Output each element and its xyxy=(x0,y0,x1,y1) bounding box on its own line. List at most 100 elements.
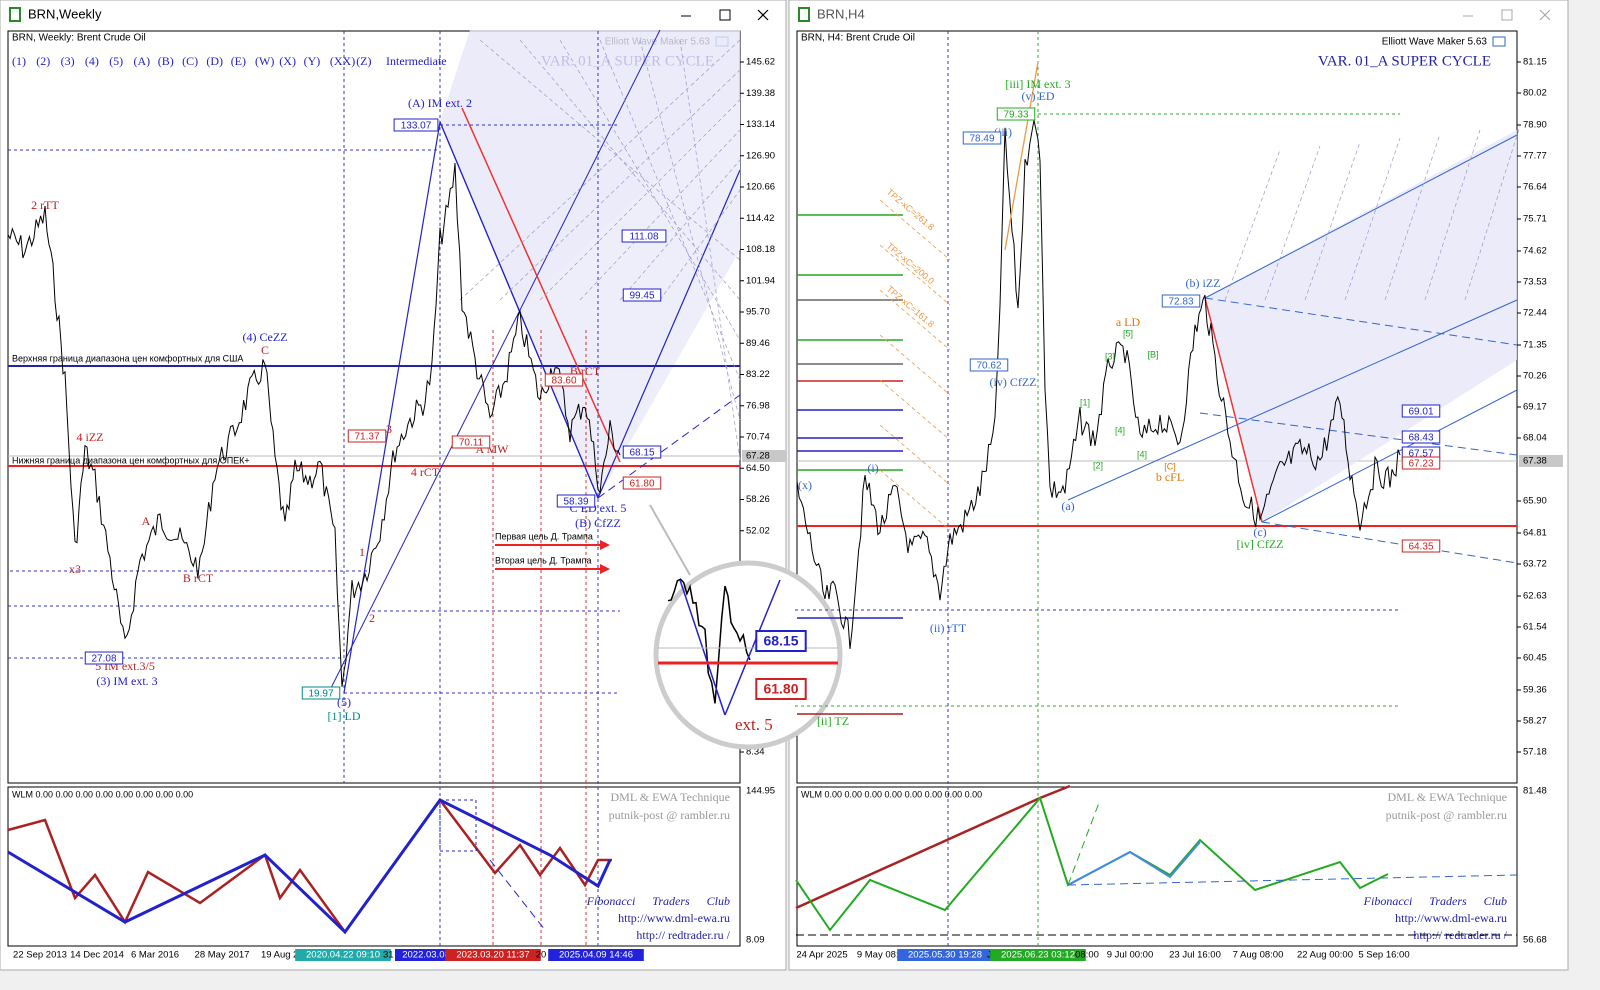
wave-label: (B) CfZZ xyxy=(575,516,621,530)
price-box-label: 27.08 xyxy=(91,654,116,665)
channel-line xyxy=(1199,412,1518,456)
wave-label: [B] xyxy=(1147,349,1158,359)
fib-grid xyxy=(579,129,741,301)
channel-line xyxy=(1261,389,1518,523)
price-box xyxy=(622,476,662,490)
impulse-line xyxy=(1004,61,1039,251)
wave-button[interactable]: (X) xyxy=(279,54,296,68)
price-axis-label: 78.90 xyxy=(1523,120,1547,131)
wave-label: [3] xyxy=(1105,351,1115,361)
price-box-label: 78.49 xyxy=(969,134,994,145)
wave-label: 4 iZZ xyxy=(77,430,104,444)
sub-trend xyxy=(489,859,546,931)
price-axis-label: 58.26 xyxy=(746,494,770,505)
date-highlight xyxy=(295,949,391,961)
fib-grid xyxy=(619,159,741,301)
credit-text: putnik-post @ rambler.ru xyxy=(609,808,730,822)
tpz-line xyxy=(879,424,951,486)
price-box-label: 111.08 xyxy=(629,232,659,243)
wave-button[interactable]: (Y) xyxy=(304,54,321,68)
wave-label: [4] xyxy=(1115,425,1125,435)
wave-button[interactable]: (A) xyxy=(134,54,151,68)
wave-label: Нижняя граница диапазона цен комфортных … xyxy=(12,455,250,465)
date-highlight xyxy=(990,949,1086,961)
wave-button[interactable]: (C) xyxy=(182,54,198,68)
price-box-label: 68.15 xyxy=(629,448,654,459)
price-box xyxy=(544,373,584,387)
price-box-label: 67.57 xyxy=(1408,449,1433,460)
price-axis-label: 70.74 xyxy=(746,432,770,443)
price-box xyxy=(962,131,1002,145)
maximize-button[interactable] xyxy=(1501,9,1513,21)
wave-button[interactable]: (5) xyxy=(109,54,123,68)
credit-text: Fibonacci Traders Club xyxy=(1363,894,1507,908)
wave-button[interactable]: (Z) xyxy=(356,54,371,68)
date-highlight xyxy=(445,949,541,961)
wave-button[interactable]: (D) xyxy=(206,54,223,68)
wlm-label: WLM 0.00 0.00 0.00 0.00 0.00 0.00 0.00 0… xyxy=(801,789,982,799)
date-label: 19 Aug 201 xyxy=(261,950,309,961)
wave-label: (c) xyxy=(1253,525,1266,539)
channel-line xyxy=(1204,297,1518,346)
price-axis-label: 64.50 xyxy=(746,463,770,474)
price-axis-label: 145.62 xyxy=(746,57,775,68)
wave-label: (4) CeZZ xyxy=(243,330,288,344)
fib-grid xyxy=(679,39,741,461)
wave-button[interactable]: (3) xyxy=(61,54,75,68)
date-label: 2022.03.08 xyxy=(402,950,450,961)
wave-button[interactable]: (E) xyxy=(231,54,246,68)
price-axis-label: 73.53 xyxy=(1523,277,1547,288)
wave-label: [1] xyxy=(1080,397,1090,407)
wave-label: (x) xyxy=(798,478,812,492)
price-axis-label: 77.77 xyxy=(1523,151,1547,162)
wave-label: Первая цель Д. Трампа xyxy=(495,531,593,541)
chart-header: BRN, Weekly: Brent Crude Oil xyxy=(12,33,146,44)
price-box-label: 83.60 xyxy=(551,376,576,387)
price-axis-label: 59.36 xyxy=(1523,685,1547,696)
price-axis-label: 71.35 xyxy=(1523,340,1547,351)
price-line xyxy=(7,163,621,687)
price-axis-label: 65.90 xyxy=(1523,496,1547,507)
wave-label: 4 rCT xyxy=(411,465,440,479)
wave-label: [1] LD xyxy=(328,709,361,723)
wave-label: Верхняя граница диапазона цен комфортных… xyxy=(12,353,243,363)
window-icon xyxy=(9,7,21,22)
price-box xyxy=(755,678,807,700)
wave-button[interactable]: (B) xyxy=(158,54,174,68)
date-label: 9 Jul 00:00 xyxy=(1107,950,1153,961)
price-box xyxy=(1401,404,1441,418)
date-label: 7 Aug 08:00 xyxy=(1233,950,1284,961)
price-axis-label: 108.18 xyxy=(746,244,775,255)
price-box-label: 99.45 xyxy=(629,291,654,302)
price-box-label: 61.80 xyxy=(629,479,654,490)
date-label: 14 Dec 2014 xyxy=(70,950,124,961)
window-title: BRN,H4 xyxy=(817,6,865,21)
price-axis-label: 95.70 xyxy=(746,307,770,318)
price-box-label: 133.07 xyxy=(401,121,432,132)
wave-button[interactable]: (2) xyxy=(36,54,50,68)
wave-degree[interactable]: Intermediate xyxy=(386,54,447,68)
sub-axis-label: 144.95 xyxy=(746,786,775,797)
wave-button[interactable]: (4) xyxy=(85,54,99,68)
wave-label: (3) IM ext. 3 xyxy=(96,674,157,688)
price-axis-label: 60.45 xyxy=(1523,653,1547,664)
wave-label: A xyxy=(142,514,151,528)
wave-label: a LD xyxy=(1116,315,1141,329)
maximize-button[interactable] xyxy=(719,9,731,21)
wave-label: 2 rTT xyxy=(31,198,59,212)
fib-grid xyxy=(1224,149,1281,301)
wave-line-red xyxy=(7,797,612,935)
magnifier-price xyxy=(667,578,751,704)
price-axis-label: 61.54 xyxy=(1523,622,1547,633)
wave-button[interactable]: (1) xyxy=(12,54,26,68)
price-axis-label: 52.02 xyxy=(746,525,770,536)
credit-text: Fibonacci Traders Club xyxy=(586,894,730,908)
wave-button[interactable]: (W) xyxy=(255,54,274,68)
wave-label: B rCT xyxy=(183,571,214,585)
fib-grid xyxy=(639,39,741,421)
sub-box xyxy=(439,799,477,852)
close-button xyxy=(1539,9,1551,21)
wave-button[interactable]: (XX) xyxy=(330,54,355,68)
price-axis-label: 68.04 xyxy=(1523,433,1547,444)
